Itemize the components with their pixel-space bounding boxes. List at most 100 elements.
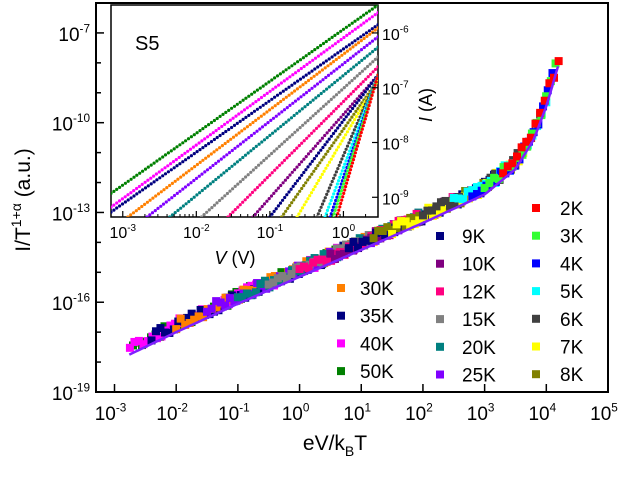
data-point-8K bbox=[369, 234, 378, 243]
data-point-20K bbox=[242, 289, 251, 298]
legend-swatch bbox=[337, 311, 345, 320]
inset-data-point-15K bbox=[342, 86, 346, 90]
inset-data-point-5K bbox=[323, 215, 327, 217]
inset-data-point-25K bbox=[285, 106, 289, 110]
inset-data-point-15K bbox=[254, 166, 258, 170]
inset-data-point-30K bbox=[198, 160, 202, 164]
inset-data-point-12K bbox=[268, 173, 272, 177]
legend-label: 15K bbox=[462, 310, 496, 331]
inset-data-point-25K bbox=[241, 140, 245, 144]
inset-data-point-3K bbox=[334, 205, 338, 209]
legend-swatch bbox=[436, 259, 444, 268]
inset-data-point-40K bbox=[316, 54, 320, 58]
inset-data-point-9K bbox=[338, 123, 342, 127]
inset-data-point-30K bbox=[248, 123, 252, 127]
inset-data-point-40K bbox=[240, 110, 244, 114]
inset-data-point-5K bbox=[328, 202, 332, 206]
inset-data-point-10K bbox=[267, 197, 271, 201]
data-point-8K bbox=[374, 226, 383, 235]
inset-data-point-20K bbox=[330, 83, 334, 87]
inset-data-point-12K bbox=[248, 193, 252, 197]
inset-data-point-15K bbox=[264, 156, 268, 160]
inset-data-point-15K bbox=[280, 142, 284, 146]
inset-data-point-50K bbox=[296, 60, 300, 64]
inset-data-point-35K bbox=[347, 43, 351, 47]
inset-data-point-50K bbox=[324, 39, 328, 44]
inset-data-point-20K bbox=[225, 169, 229, 173]
inset-data-point-30K bbox=[131, 211, 136, 215]
inset-data-point-40K bbox=[143, 180, 147, 184]
inset-data-point-30K bbox=[290, 91, 294, 95]
inset-data-point-30K bbox=[170, 181, 174, 185]
inset-data-point-6K bbox=[330, 179, 334, 184]
inset-data-point-25K bbox=[310, 86, 314, 90]
inset-data-point-2K bbox=[356, 141, 360, 145]
legend-item-4K: 4K bbox=[532, 254, 584, 275]
inset-data-point-5K bbox=[351, 139, 355, 143]
inset-data-point-10K bbox=[337, 118, 341, 122]
inset-data-point-2K bbox=[344, 185, 348, 189]
inset-data-point-8K bbox=[312, 169, 316, 173]
inset-data-point-5K bbox=[341, 165, 346, 170]
data-point-2K bbox=[554, 57, 563, 66]
inset-data-point-40K bbox=[325, 48, 329, 52]
inset-data-point-2K bbox=[348, 168, 353, 172]
inset-data-point-40K bbox=[160, 168, 164, 172]
inset-data-point-7K bbox=[358, 108, 362, 113]
inset-data-point-6K bbox=[338, 160, 343, 164]
inset-data-point-8K bbox=[346, 121, 350, 125]
inset-data-point-7K bbox=[313, 185, 317, 189]
inset-data-point-35K bbox=[224, 129, 228, 134]
inset-data-point-9K bbox=[340, 120, 344, 124]
x-tick-label: 105 bbox=[590, 401, 618, 425]
inset-data-point-20K bbox=[303, 105, 307, 109]
inset-data-point-8K bbox=[296, 192, 300, 196]
inset-data-point-15K bbox=[306, 119, 310, 123]
inset-data-point-10K bbox=[269, 194, 274, 198]
inset-data-point-20K bbox=[173, 211, 177, 215]
inset-data-point-35K bbox=[370, 27, 374, 31]
inset-data-point-5K bbox=[354, 132, 358, 137]
data-point-35K bbox=[183, 313, 192, 322]
inset-data-point-40K bbox=[225, 120, 230, 124]
data-point-2K bbox=[508, 159, 517, 168]
inset-data-point-50K bbox=[336, 31, 340, 35]
inset-data-point-40K bbox=[115, 201, 119, 205]
legend-item-3K: 3K bbox=[532, 227, 584, 248]
inset-data-point-12K bbox=[339, 102, 343, 106]
inset-data-point-6K bbox=[316, 212, 320, 216]
x-tick-label: 10-3 bbox=[95, 401, 127, 425]
inset-data-point-3K bbox=[339, 189, 344, 193]
data-point-35K bbox=[156, 324, 165, 333]
inset-data-point-25K bbox=[263, 123, 267, 127]
inset-data-point-7K bbox=[333, 151, 337, 155]
inset-data-point-50K bbox=[209, 120, 214, 125]
legend-label: 40K bbox=[360, 334, 394, 355]
data-point-15K bbox=[278, 272, 287, 281]
inset-data-point-25K bbox=[178, 189, 182, 193]
legend-label: 10K bbox=[462, 255, 496, 276]
inset-data-point-5K bbox=[335, 182, 339, 186]
inset-data-point-2K bbox=[365, 110, 369, 114]
inset-data-point-40K bbox=[279, 81, 283, 85]
inset-data-point-10K bbox=[293, 168, 297, 172]
inset-data-point-2K bbox=[351, 158, 356, 162]
data-point-7K bbox=[397, 217, 406, 226]
inset-data-point-40K bbox=[245, 106, 249, 110]
inset-data-point-15K bbox=[308, 116, 313, 120]
legend-item-30K: 30K bbox=[337, 279, 394, 300]
inset-data-point-7K bbox=[299, 209, 303, 213]
data-point-9K bbox=[349, 237, 358, 246]
inset-data-point-30K bbox=[240, 129, 244, 133]
inset-data-point-35K bbox=[212, 137, 216, 142]
inset-data-point-9K bbox=[367, 84, 372, 88]
inset-data-point-50K bbox=[155, 159, 159, 163]
inset-data-point-20K bbox=[195, 193, 199, 197]
inset-data-point-25K bbox=[258, 127, 262, 131]
inset-data-point-25K bbox=[181, 187, 185, 191]
inset-data-point-35K bbox=[367, 29, 371, 33]
legend-label: 3K bbox=[560, 227, 584, 248]
inset-data-point-15K bbox=[275, 147, 279, 151]
inset-x-tick-label: 10-2 bbox=[183, 223, 210, 242]
inset-data-point-9K bbox=[298, 176, 302, 180]
